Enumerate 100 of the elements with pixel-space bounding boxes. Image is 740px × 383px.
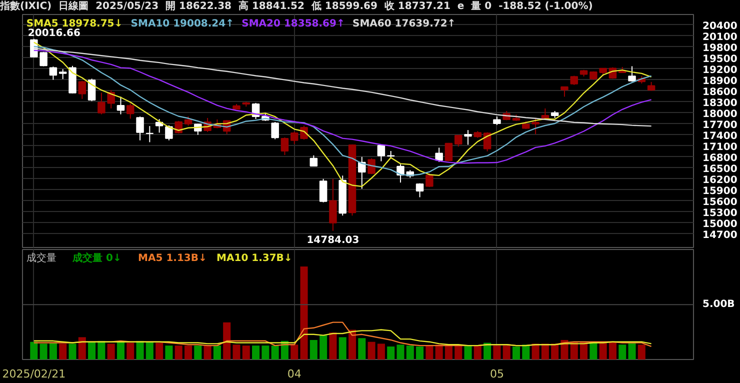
y-tick-label: 18600 bbox=[702, 86, 738, 98]
y-tick-label: 17400 bbox=[702, 130, 738, 142]
bar bbox=[165, 346, 173, 360]
text: 低 18599.69 bbox=[311, 1, 378, 12]
candlestick bbox=[136, 116, 144, 141]
bar bbox=[348, 330, 356, 360]
candlestick bbox=[88, 78, 96, 102]
chart-title: 指數(IXIC) bbox=[0, 1, 52, 12]
bar bbox=[484, 342, 492, 360]
bar bbox=[493, 346, 501, 360]
candlestick bbox=[319, 178, 328, 203]
candlestick bbox=[290, 131, 298, 145]
candlestick bbox=[377, 144, 386, 162]
bar bbox=[590, 342, 598, 360]
x-tick-label: 04 bbox=[287, 368, 302, 380]
candlestick bbox=[464, 130, 472, 146]
bar bbox=[174, 346, 182, 360]
bar bbox=[512, 346, 520, 360]
bar bbox=[426, 346, 434, 360]
annotation: 14784.03 bbox=[306, 234, 360, 246]
bar bbox=[136, 340, 144, 360]
bar bbox=[107, 344, 115, 360]
y-tick-label: 16200 bbox=[702, 174, 738, 186]
bar bbox=[30, 342, 38, 360]
y-tick-label: 19200 bbox=[702, 64, 738, 76]
candlestick bbox=[126, 102, 134, 120]
bar bbox=[387, 346, 395, 360]
text: 2025/05/23 bbox=[96, 1, 159, 12]
y-tick-label: 15600 bbox=[702, 196, 738, 208]
candlestick bbox=[58, 68, 67, 80]
annotation: 20016.66 bbox=[28, 28, 80, 39]
text: 收 18737.21 bbox=[384, 1, 450, 12]
bar bbox=[204, 346, 212, 360]
bar bbox=[474, 346, 482, 360]
text: 開 18622.38 bbox=[166, 1, 232, 12]
text: 量 0 bbox=[471, 1, 492, 12]
bar bbox=[329, 332, 337, 360]
chart-subtitle: 日線圖 bbox=[58, 1, 89, 12]
candlestick bbox=[560, 86, 568, 98]
bar bbox=[368, 342, 376, 360]
bar bbox=[551, 344, 559, 360]
bar bbox=[618, 344, 626, 360]
candlestick bbox=[271, 122, 279, 140]
x-tick-label: 05 bbox=[490, 368, 504, 380]
y-tick-label: 17700 bbox=[702, 120, 738, 131]
bar bbox=[271, 346, 279, 360]
text: 成交量 0↓ bbox=[72, 252, 122, 264]
candlestick bbox=[174, 120, 182, 134]
bar bbox=[290, 344, 298, 360]
y-tick-label: 14700 bbox=[702, 230, 738, 241]
bar bbox=[358, 338, 366, 360]
bar bbox=[59, 344, 67, 360]
bar bbox=[541, 344, 549, 360]
y-tick-label: 20400 bbox=[702, 20, 738, 32]
candlestick bbox=[49, 66, 58, 80]
bar bbox=[300, 266, 308, 360]
candlestick bbox=[628, 66, 636, 82]
bar bbox=[116, 342, 124, 360]
bar bbox=[68, 344, 76, 360]
y-tick-label: 15900 bbox=[702, 186, 738, 197]
bar bbox=[502, 346, 510, 360]
bar bbox=[396, 344, 404, 360]
bar bbox=[444, 346, 452, 360]
series-label: SMA5 18978.75↓ bbox=[26, 18, 123, 30]
bar bbox=[435, 344, 443, 360]
text: SMA20 18358.69↑ bbox=[242, 18, 345, 30]
bar bbox=[156, 342, 164, 360]
text: MA5 1.13B↓ bbox=[138, 253, 207, 264]
bar bbox=[608, 342, 616, 360]
bar bbox=[454, 346, 462, 360]
candlestick bbox=[444, 142, 453, 162]
candlestick bbox=[280, 136, 289, 156]
bar bbox=[40, 344, 48, 360]
y-tick-label: 15300 bbox=[702, 208, 738, 219]
bar bbox=[377, 344, 385, 360]
bar bbox=[310, 340, 318, 360]
bar bbox=[628, 342, 636, 360]
bar bbox=[464, 346, 472, 360]
text: MA10 1.37B↓ bbox=[216, 253, 292, 264]
bar bbox=[338, 337, 346, 360]
candlestick bbox=[532, 117, 540, 135]
candlestick bbox=[416, 182, 424, 198]
y-tick-label: 18000 bbox=[702, 108, 738, 120]
y-tick-label: 19800 bbox=[702, 42, 738, 54]
text: -188.52 (-1.00%) bbox=[498, 1, 593, 12]
bar bbox=[78, 337, 86, 360]
x-tick-label: 2025/02/21 bbox=[2, 368, 66, 380]
bar bbox=[213, 346, 221, 360]
candlestick bbox=[310, 154, 318, 167]
candlestick bbox=[435, 147, 443, 163]
bar bbox=[194, 346, 202, 360]
candlestick bbox=[184, 116, 192, 126]
bar bbox=[638, 344, 646, 360]
candlestick bbox=[146, 126, 154, 143]
bar bbox=[49, 342, 57, 360]
y-tick-label: 15000 bbox=[702, 218, 738, 230]
y-tick-label: 20100 bbox=[702, 32, 738, 43]
bar bbox=[98, 340, 106, 360]
chart-title: 成交量 bbox=[26, 252, 56, 264]
y-tick-label: 16500 bbox=[702, 164, 738, 175]
